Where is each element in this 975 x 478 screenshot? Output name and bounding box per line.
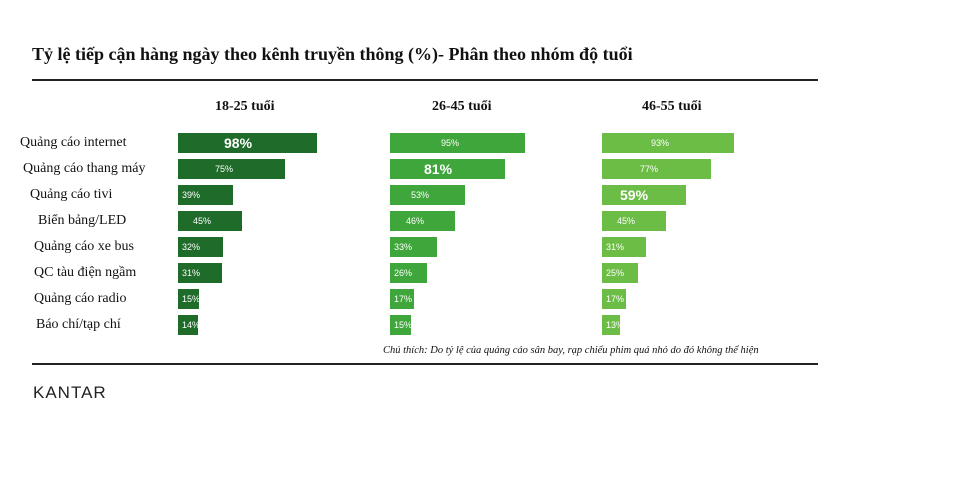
bar: 59% <box>602 185 686 205</box>
bar: 33% <box>390 237 437 257</box>
bar: 95% <box>390 133 525 153</box>
bar-value-label: 75% <box>215 164 234 174</box>
bar: 13% <box>602 315 624 335</box>
kantar-logo: KANTAR <box>33 383 107 402</box>
bar-value-label: 31% <box>606 242 625 252</box>
bar: 46% <box>390 211 455 231</box>
bar-value-label: 95% <box>441 138 460 148</box>
category-label: Quảng cáo thang máy <box>23 161 146 176</box>
bar-value-label: 81% <box>424 161 453 177</box>
bar: 75% <box>178 159 285 179</box>
bar-value-label: 14% <box>182 320 201 330</box>
bar: 45% <box>178 211 242 231</box>
bar: 31% <box>602 237 646 257</box>
bar: 31% <box>178 263 222 283</box>
series-header: 46-55 tuổi <box>642 99 702 114</box>
bar-value-label: 15% <box>182 294 201 304</box>
category-label: Quảng cáo xe bus <box>34 239 134 254</box>
footnote: Chú thích: Do tỷ lệ của quảng cáo sân ba… <box>383 345 759 356</box>
bar-value-label: 93% <box>651 138 670 148</box>
series-header: 26-45 tuổi <box>432 99 492 114</box>
bar: 15% <box>178 289 201 309</box>
bar: 32% <box>178 237 223 257</box>
category-label: Quảng cáo radio <box>34 291 127 306</box>
bar: 39% <box>178 185 233 205</box>
bar-value-label: 17% <box>606 294 625 304</box>
series-header: 18-25 tuổi <box>215 99 275 114</box>
bar-value-label: 53% <box>411 190 430 200</box>
bar: 77% <box>602 159 711 179</box>
bar-value-label: 98% <box>224 135 253 151</box>
bar-value-label: 15% <box>394 320 413 330</box>
bar-value-label: 17% <box>394 294 413 304</box>
bar-value-label: 39% <box>182 190 201 200</box>
bar: 14% <box>178 315 201 335</box>
bar-value-label: 77% <box>640 164 659 174</box>
category-label: Quảng cáo tivi <box>30 187 113 202</box>
chart-title: Tỷ lệ tiếp cận hàng ngày theo kênh truyề… <box>32 44 633 64</box>
category-label: Báo chí/tạp chí <box>36 317 121 332</box>
bar: 26% <box>390 263 427 283</box>
bar: 17% <box>390 289 414 309</box>
bar-value-label: 31% <box>182 268 201 278</box>
top-divider <box>32 79 818 81</box>
category-label: Quảng cáo internet <box>20 135 127 150</box>
bar-value-label: 25% <box>606 268 625 278</box>
bar-value-label: 45% <box>193 216 212 226</box>
bottom-divider <box>32 363 818 365</box>
bar-value-label: 59% <box>620 187 649 203</box>
bar: 15% <box>390 315 413 335</box>
bar: 45% <box>602 211 666 231</box>
bar-value-label: 26% <box>394 268 413 278</box>
bar: 25% <box>602 263 638 283</box>
bar: 98% <box>178 133 317 153</box>
bar-value-label: 46% <box>406 216 425 226</box>
bar: 81% <box>390 159 505 179</box>
bar-value-label: 32% <box>182 242 201 252</box>
bar-value-label: 13% <box>606 320 625 330</box>
category-label: Biển bảng/LED <box>38 213 127 228</box>
bar-value-label: 33% <box>394 242 413 252</box>
bar: 53% <box>390 185 465 205</box>
bar: 17% <box>602 289 626 309</box>
bar: 93% <box>602 133 734 153</box>
category-label: QC tàu điện ngầm <box>34 265 137 280</box>
bar-value-label: 45% <box>617 216 636 226</box>
